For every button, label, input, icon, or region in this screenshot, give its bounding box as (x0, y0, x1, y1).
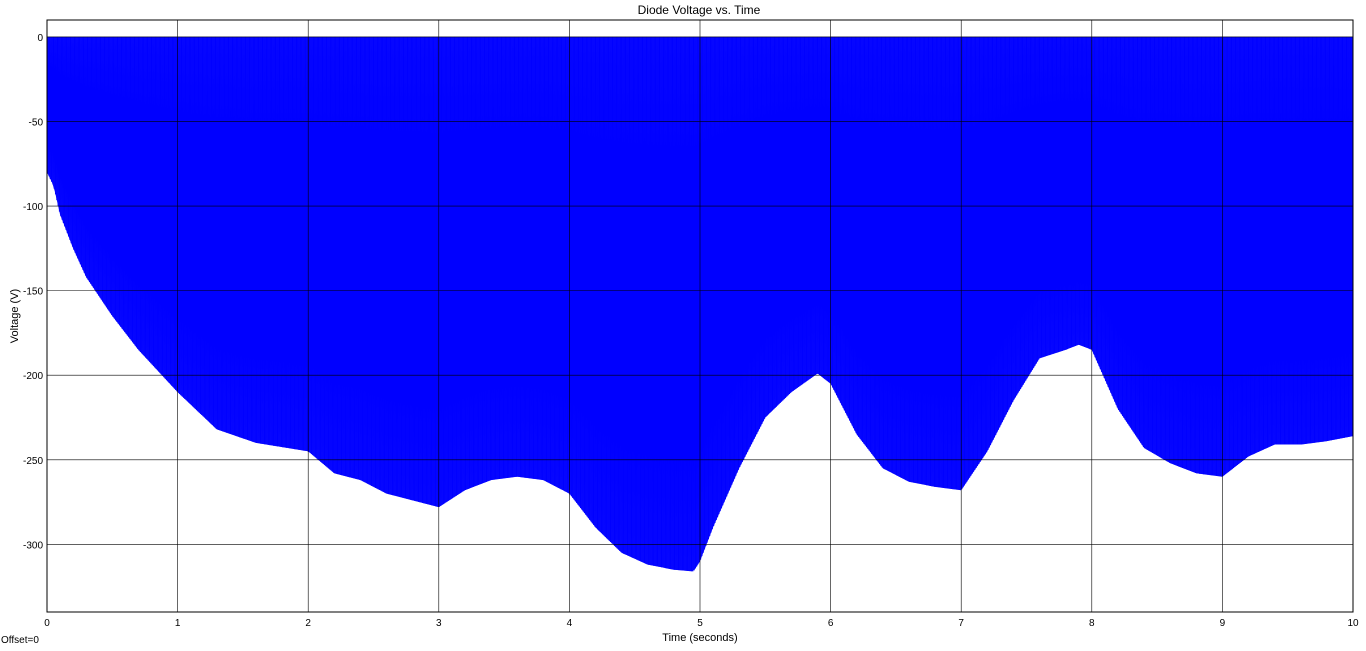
y-tick-label: -200 (23, 371, 43, 382)
y-tick-label: -50 (29, 117, 44, 128)
x-tick-label: 9 (1220, 618, 1226, 629)
y-tick-label: 0 (37, 33, 43, 44)
x-tick-label: 3 (436, 618, 442, 629)
y-tick-label: -250 (23, 456, 43, 467)
y-tick-label: -300 (23, 540, 43, 551)
x-tick-label: 0 (44, 618, 50, 629)
y-axis-ticks: 0 -50 -100 -150 -200 -250 -300 (23, 33, 43, 551)
offset-label: Offset=0 (1, 635, 39, 646)
x-tick-label: 2 (305, 618, 311, 629)
x-tick-label: 7 (958, 618, 964, 629)
x-tick-label: 8 (1089, 618, 1095, 629)
chart-title: Diode Voltage vs. Time (638, 3, 761, 17)
x-tick-label: 1 (175, 618, 181, 629)
x-axis-ticks: 0 1 2 3 4 5 6 7 8 9 10 (44, 618, 1359, 629)
x-tick-label: 4 (567, 618, 573, 629)
plot-frame (46, 19, 1354, 613)
x-axis-label: Time (seconds) (662, 632, 737, 644)
x-tick-label: 6 (828, 618, 834, 629)
x-tick-label: 10 (1347, 618, 1359, 629)
x-tick-label: 5 (697, 618, 703, 629)
y-axis-label: Voltage (V) (9, 289, 21, 343)
y-tick-label: -150 (23, 287, 43, 298)
y-tick-label: -100 (23, 202, 43, 213)
